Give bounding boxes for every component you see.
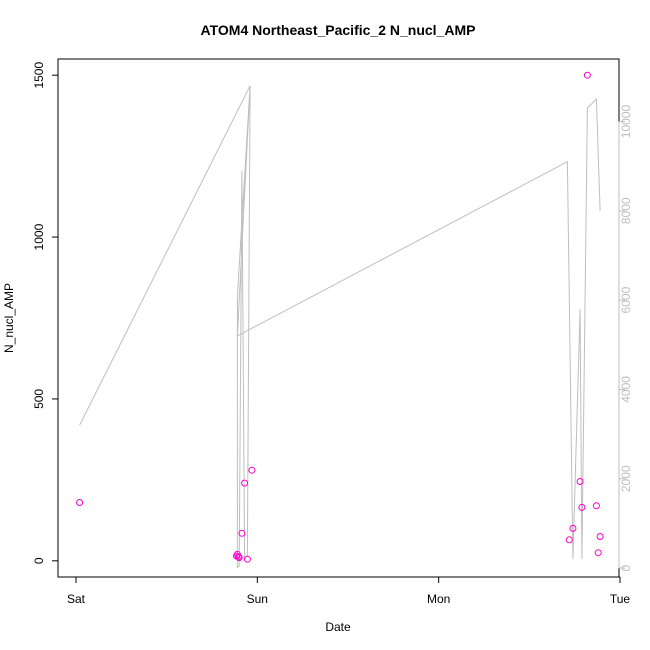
data-point (583, 71, 591, 79)
data-point (576, 478, 584, 485)
point-series (76, 71, 604, 563)
series-line (79, 85, 601, 569)
x-axis: Sat Sun Mon Tue (67, 576, 631, 606)
right-tick-label: 4000 (619, 376, 633, 403)
x-tick-label: Tue (610, 592, 631, 606)
left-tick-label: 500 (32, 389, 46, 409)
data-point (76, 499, 84, 506)
data-point (594, 549, 602, 557)
y-axis-label: N_nucl_AMP (2, 283, 16, 353)
data-point (565, 536, 573, 544)
x-tick-label: Mon (427, 592, 450, 606)
right-tick-label: 6000 (619, 286, 633, 313)
x-tick-label: Sun (247, 592, 268, 606)
data-point (569, 524, 577, 532)
x-axis-label: Date (325, 620, 351, 634)
line-series (79, 85, 601, 569)
right-tick-label: 8000 (619, 197, 633, 224)
data-point (596, 533, 604, 540)
data-point (241, 479, 249, 487)
left-tick-label: 1000 (32, 223, 46, 250)
right-tick-label: 10000 (619, 104, 633, 138)
left-axis: 0 500 1000 1500 (32, 62, 59, 564)
data-point (235, 554, 243, 562)
plot-frame (57, 58, 620, 578)
data-point (238, 529, 246, 537)
chart-title: ATOM4 Northeast_Pacific_2 N_nucl_AMP (201, 22, 476, 38)
right-tick-label: 2000 (619, 465, 633, 492)
x-tick-label: Sat (67, 592, 86, 606)
left-tick-label: 0 (32, 557, 46, 564)
right-tick-label: 0 (619, 564, 633, 571)
data-point (592, 502, 600, 510)
data-point (248, 466, 256, 474)
right-axis: 0 2000 4000 6000 8000 10000 (618, 104, 633, 571)
data-point (243, 555, 251, 563)
data-point (234, 553, 242, 561)
data-point (578, 503, 586, 511)
left-tick-label: 1500 (32, 62, 46, 89)
